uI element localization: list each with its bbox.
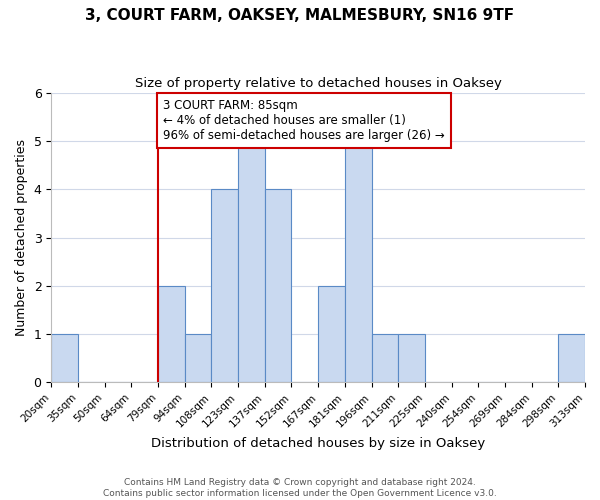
- Text: 3 COURT FARM: 85sqm
← 4% of detached houses are smaller (1)
96% of semi-detached: 3 COURT FARM: 85sqm ← 4% of detached hou…: [163, 99, 445, 142]
- Title: Size of property relative to detached houses in Oaksey: Size of property relative to detached ho…: [135, 78, 502, 90]
- X-axis label: Distribution of detached houses by size in Oaksey: Distribution of detached houses by size …: [151, 437, 485, 450]
- Bar: [318, 286, 345, 382]
- Bar: [398, 334, 425, 382]
- Bar: [51, 334, 78, 382]
- Y-axis label: Number of detached properties: Number of detached properties: [15, 139, 28, 336]
- Text: Contains HM Land Registry data © Crown copyright and database right 2024.
Contai: Contains HM Land Registry data © Crown c…: [103, 478, 497, 498]
- Bar: [371, 334, 398, 382]
- Bar: [265, 190, 292, 382]
- Bar: [238, 141, 265, 382]
- Bar: [158, 286, 185, 382]
- Text: 3, COURT FARM, OAKSEY, MALMESBURY, SN16 9TF: 3, COURT FARM, OAKSEY, MALMESBURY, SN16 …: [85, 8, 515, 22]
- Bar: [211, 190, 238, 382]
- Bar: [559, 334, 585, 382]
- Bar: [185, 334, 211, 382]
- Bar: [345, 141, 371, 382]
